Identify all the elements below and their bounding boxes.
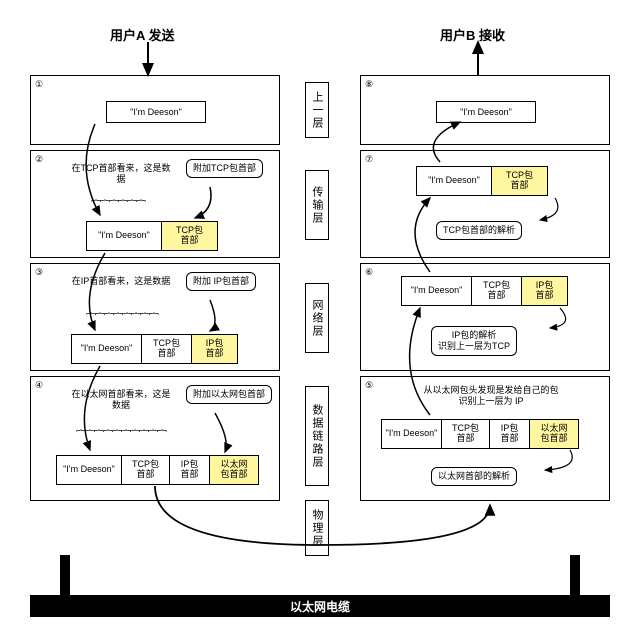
l1-data: "I'm Deeson" — [106, 101, 206, 123]
title-user-b: 用户B 接收 — [440, 25, 505, 44]
layer-transport: 传输层 — [305, 170, 329, 240]
r5-seg-data: "I'm Deeson" — [382, 420, 442, 448]
left-cell-1: ① "I'm Deeson" — [30, 75, 280, 145]
l3-brace: ︷︷︷︷︷︷︷︷ — [86, 302, 158, 317]
r7-packet: "I'm Deeson" TCP包首部 — [416, 166, 548, 196]
ethernet-cable: 以太网电缆 — [30, 595, 610, 617]
r5-parse: 以太网首部的解析 — [431, 467, 517, 486]
idx-2: ② — [35, 154, 43, 165]
l4-brace: ︷︷︷︷︷︷︷︷︷︷ — [76, 419, 166, 434]
l4-attach: 附加以太网包首部 — [186, 385, 272, 404]
l3-attach: 附加 IP包首部 — [186, 272, 256, 291]
r5-seg-ip: IP包首部 — [490, 420, 530, 448]
right-cell-6: ⑥ "I'm Deeson" TCP包首部 IP包首部 IP包的解析 识别上一层… — [360, 263, 610, 371]
idx-8: ⑧ — [365, 79, 373, 90]
pillar-right — [570, 555, 580, 600]
l3-seg-tcp: TCP包首部 — [142, 335, 192, 363]
idx-3: ③ — [35, 267, 43, 278]
r7-seg-tcp: TCP包首部 — [492, 167, 547, 195]
l3-seg-ip: IP包首部 — [192, 335, 237, 363]
l2-seg-data: "I'm Deeson" — [87, 222, 162, 250]
idx-6: ⑥ — [365, 267, 373, 278]
title-user-a: 用户A 发送 — [110, 25, 175, 44]
l4-seg-tcp: TCP包首部 — [122, 456, 170, 484]
l3-packet: "I'm Deeson" TCP包首部 IP包首部 — [71, 334, 238, 364]
r5-seg-tcp: TCP包首部 — [442, 420, 490, 448]
r8-data: "I'm Deeson" — [436, 101, 536, 123]
idx-5: ⑤ — [365, 380, 373, 391]
l2-brace: ︷︷︷︷︷︷ — [91, 189, 145, 204]
left-cell-3: ③ 在IP首部看来，这是数据 附加 IP包首部 ︷︷︷︷︷︷︷︷ "I'm De… — [30, 263, 280, 371]
idx-7: ⑦ — [365, 154, 373, 165]
l3-note: 在IP首部看来，这是数据 — [71, 276, 171, 287]
l4-seg-eth: 以太网包首部 — [210, 456, 258, 484]
l2-packet: "I'm Deeson" TCP包首部 — [86, 221, 218, 251]
right-cell-5: ⑤ 从以太网包头发现是发给自己的包 识别上一层为 IP "I'm Deeson"… — [360, 376, 610, 501]
r7-seg-data: "I'm Deeson" — [417, 167, 492, 195]
l4-seg-data: "I'm Deeson" — [57, 456, 122, 484]
layer-datalink: 数据链路层 — [305, 386, 329, 486]
idx-4: ④ — [35, 380, 43, 391]
l2-attach: 附加TCP包首部 — [186, 159, 263, 178]
r7-parse: TCP包首部的解析 — [436, 221, 522, 240]
right-cell-7: ⑦ "I'm Deeson" TCP包首部 TCP包首部的解析 — [360, 150, 610, 258]
r5-seg-eth: 以太网包首部 — [530, 420, 578, 448]
r6-seg-tcp: TCP包首部 — [472, 277, 522, 305]
layer-upper: 上一层 — [305, 82, 329, 138]
l4-seg-ip: IP包首部 — [170, 456, 210, 484]
l2-seg-tcp: TCP包首部 — [162, 222, 217, 250]
l3-seg-data: "I'm Deeson" — [72, 335, 142, 363]
idx-1: ① — [35, 79, 43, 90]
l4-note: 在以太网首部看来，这是数据 — [71, 389, 171, 411]
l4-packet: "I'm Deeson" TCP包首部 IP包首部 以太网包首部 — [56, 455, 259, 485]
r5-note: 从以太网包头发现是发给自己的包 识别上一层为 IP — [391, 385, 591, 407]
left-cell-4: ④ 在以太网首部看来，这是数据 附加以太网包首部 ︷︷︷︷︷︷︷︷︷︷ "I'm… — [30, 376, 280, 501]
pillar-left — [60, 555, 70, 600]
r5-packet: "I'm Deeson" TCP包首部 IP包首部 以太网包首部 — [381, 419, 579, 449]
layer-physical: 物理层 — [305, 500, 329, 556]
r6-seg-data: "I'm Deeson" — [402, 277, 472, 305]
r6-parse: IP包的解析 识别上一层为TCP — [431, 326, 517, 356]
layer-network: 网络层 — [305, 283, 329, 353]
r6-seg-ip: IP包首部 — [522, 277, 567, 305]
r6-packet: "I'm Deeson" TCP包首部 IP包首部 — [401, 276, 568, 306]
left-cell-2: ② 在TCP首部看来，这是数据 附加TCP包首部 ︷︷︷︷︷︷ "I'm Dee… — [30, 150, 280, 258]
right-cell-8: ⑧ "I'm Deeson" — [360, 75, 610, 145]
l2-note: 在TCP首部看来，这是数据 — [71, 163, 171, 185]
